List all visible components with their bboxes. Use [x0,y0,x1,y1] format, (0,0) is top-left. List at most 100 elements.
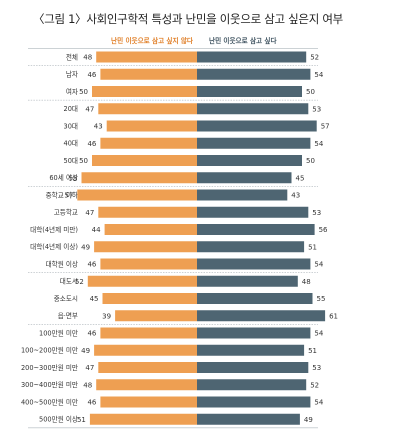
category-label: 고등학교 [54,208,78,217]
bar-not-want [89,413,197,425]
value-label-not-want: 46 [87,330,96,338]
bar-not-want [98,206,197,218]
value-label-want: 54 [314,330,323,338]
bar-want [197,275,298,287]
value-label-want: 43 [291,192,300,200]
value-label-not-want: 44 [92,226,101,234]
value-label-want: 61 [329,312,338,320]
category-label: 30대 [64,122,78,130]
category-label: 대학(4년제 이상) [30,242,78,251]
value-label-not-want: 57 [64,192,73,200]
value-label-not-want: 46 [87,399,96,407]
value-label-not-want: 47 [85,105,94,113]
bar-want [197,172,292,184]
value-label-want: 49 [304,416,313,424]
bar-want [197,206,309,218]
value-label-want: 45 [296,174,305,182]
value-label-not-want: 52 [75,278,84,286]
bar-want [197,189,288,201]
value-label-want: 50 [306,88,315,96]
value-label-not-want: 48 [83,381,92,389]
bar-want [197,327,311,339]
bar-not-want [115,310,197,322]
bar-want [197,413,300,425]
value-label-not-want: 49 [81,243,90,251]
bar-want [197,51,307,63]
value-label-not-want: 39 [102,312,111,320]
bar-not-want [100,137,197,149]
category-label: 40대 [64,140,78,148]
bar-want [197,68,311,80]
bar-want [197,293,313,304]
bar-not-want [81,172,197,184]
category-label: 50대 [64,157,78,165]
value-label-want: 52 [310,54,319,62]
value-label-not-want: 50 [79,88,88,96]
bar-not-want [100,258,197,270]
bar-want [197,362,309,373]
bar-want [197,155,302,166]
value-label-not-want: 46 [87,71,96,79]
bar-want [197,86,302,97]
bar-want [197,344,305,356]
value-label-want: 50 [306,157,315,165]
bar-not-want [98,103,197,115]
value-label-not-want: 45 [90,295,99,303]
bar-not-want [100,396,197,408]
bar-not-want [96,379,197,391]
category-label: 읍·면부 [58,311,78,320]
value-label-not-want: 49 [81,347,90,355]
category-label: 여자 [66,87,78,96]
bar-not-want [92,86,197,97]
legend-label-not-want: 난민 이웃으로 삼고 싶지 않다 [111,36,194,45]
value-label-not-want: 47 [85,364,94,372]
category-label: 100만원 미만 [39,328,78,337]
bar-want [197,258,311,270]
bar-not-want [102,293,197,304]
value-label-want: 53 [312,364,321,372]
bar-not-want [94,241,197,253]
category-label: 60세 이상 [49,173,78,182]
bar-not-want [94,344,197,356]
value-label-want: 56 [319,226,328,234]
value-label-want: 54 [314,261,323,269]
category-label: 400~500만원 미만 [21,397,78,406]
bar-want [197,103,309,115]
category-label: 20대 [64,105,78,113]
value-label-want: 53 [312,105,321,113]
category-label: 중소도시 [54,295,78,303]
bar-want [197,379,307,391]
category-label: 대학원 이상 [46,259,78,268]
value-label-not-want: 43 [94,123,103,131]
bar-not-want [104,224,197,235]
category-label: 대학(4년제 미만) [30,225,78,234]
bar-not-want [77,189,197,201]
value-label-want: 54 [314,399,323,407]
bar-want [197,310,326,322]
bar-not-want [92,155,197,166]
legend-label-want: 난민 이웃으로 삼고 싶다 [209,36,277,45]
category-label: 대도시 [60,278,78,286]
value-label-not-want: 46 [87,261,96,269]
value-label-want: 51 [308,347,317,355]
value-label-want: 54 [314,71,323,79]
bar-want [197,224,315,235]
value-label-not-want: 55 [69,174,78,182]
category-label: 500만원 이상 [39,415,78,424]
category-label: 남자 [66,70,78,79]
bar-want [197,120,317,132]
bar-want [197,241,305,253]
bar-not-want [100,327,197,339]
bar-not-want [106,120,197,132]
value-label-want: 53 [312,209,321,217]
category-label: 200~300만원 미만 [21,363,78,372]
bar-not-want [98,362,197,373]
bar-not-want [87,275,197,287]
category-label: 중학교 이하 [46,190,78,199]
chart-title: 〈그림 1〉사회인구학적 특성과 난민을 이웃으로 삼고 싶은지 여부 [33,12,343,26]
value-label-want: 57 [321,123,330,131]
value-label-want: 55 [317,295,326,303]
category-label: 300~400만원 미만 [21,380,78,389]
value-label-want: 48 [302,278,311,286]
